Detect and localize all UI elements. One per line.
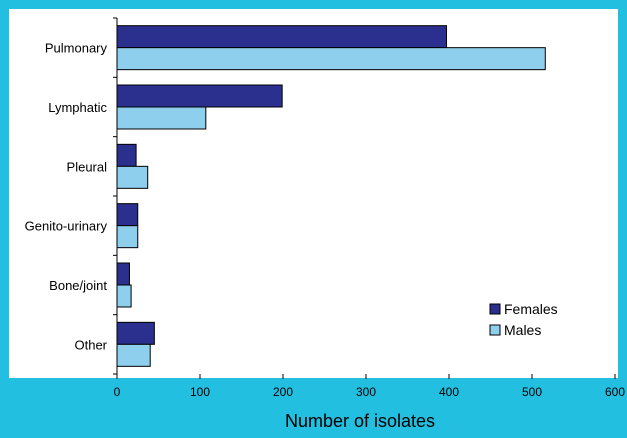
plot-panel: [9, 9, 618, 378]
legend: Females Males: [489, 301, 558, 338]
bar-males-2: [116, 165, 149, 189]
bar-females-1: [116, 84, 283, 108]
bar-males-1: [116, 106, 207, 130]
x-tick-label: 500: [522, 385, 542, 399]
bar-females-5: [116, 321, 155, 345]
category-label: Pulmonary: [45, 41, 108, 56]
legend-swatch-males: [489, 324, 501, 336]
category-label: Bone/joint: [49, 278, 107, 293]
x-tick-label: 200: [273, 385, 293, 399]
x-tick-label: 0: [114, 385, 121, 399]
bar-females-0: [116, 25, 448, 49]
bar-females-2: [116, 143, 137, 167]
category-label: Pleural: [67, 159, 108, 174]
x-axis-label: Number of isolates: [285, 411, 435, 431]
legend-label-males: Males: [504, 322, 541, 338]
bar-males-5: [116, 343, 151, 367]
x-tick-label: 600: [605, 385, 625, 399]
bar-males-3: [116, 225, 139, 249]
category-label: Genito-urinary: [25, 219, 108, 234]
bars-layer: [113, 17, 546, 375]
bar-females-4: [116, 262, 130, 286]
category-label: Lymphatic: [48, 100, 107, 115]
category-labels: Pulmonary Lymphatic Pleural Genito-urinary B…: [25, 41, 108, 353]
ticks-layer: 0 100 200 300 400 500 600: [114, 374, 625, 399]
x-tick-label: 300: [356, 385, 376, 399]
category-label: Other: [74, 337, 107, 352]
x-tick-label: 400: [439, 385, 459, 399]
legend-label-females: Females: [504, 301, 558, 317]
bar-females-3: [116, 203, 139, 227]
bar-males-0: [116, 47, 546, 71]
legend-swatch-females: [489, 303, 501, 315]
bar-males-4: [116, 284, 132, 308]
x-tick-label: 100: [190, 385, 210, 399]
